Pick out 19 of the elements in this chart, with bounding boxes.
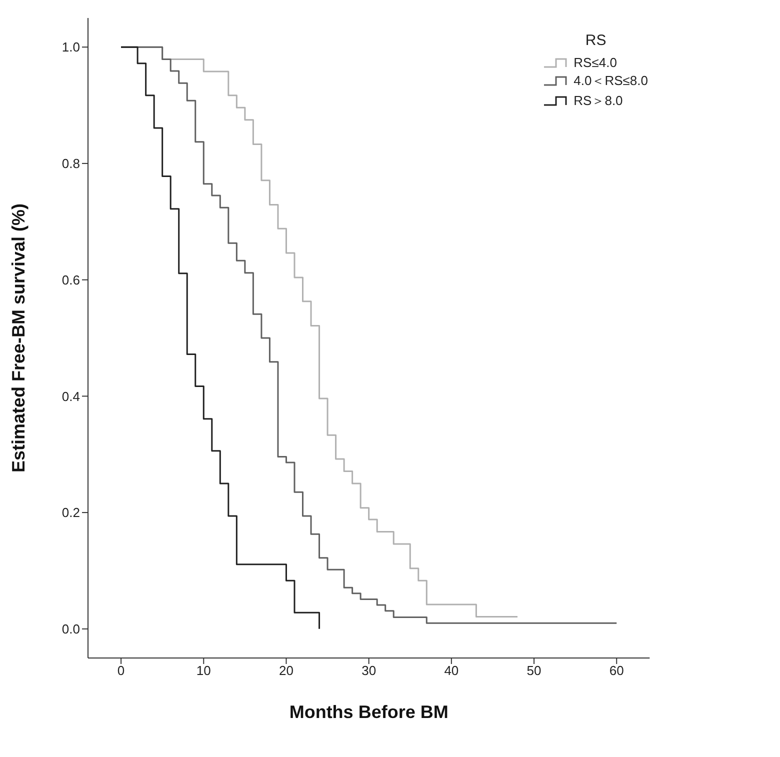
y-tick-label: 0.2 [62,505,80,520]
y-tick-label: 0.8 [62,156,80,172]
legend-title: RS [584,32,608,49]
legend-label: 4.0＜RS≤8.0 [574,72,648,90]
x-tick-label: 10 [196,663,211,678]
y-axis-title: Estimated Free-BM survival (%) [8,203,28,473]
x-tick-label: 0 [117,663,125,678]
x-tick-label: 20 [278,663,294,678]
x-tick-label: 50 [526,663,542,678]
x-axis-title: Months Before BM [289,702,448,722]
legend-label: RS＞8.0 [574,92,623,110]
x-tick-label: 30 [362,663,376,678]
legend-label: RS≤4.0 [574,55,617,70]
y-tick-label: 0.6 [62,272,80,288]
y-tick-label: 0.4 [62,388,80,404]
y-tick-label: 1.0 [62,40,80,55]
y-tick-label: 0.0 [62,622,80,637]
x-tick-label: 40 [444,663,459,678]
x-tick-label: 60 [609,663,624,678]
